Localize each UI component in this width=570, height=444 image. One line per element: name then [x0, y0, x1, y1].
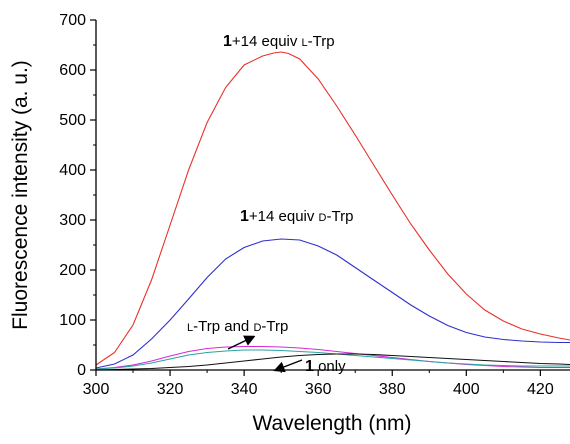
annotation-only-text: only — [314, 358, 346, 375]
annotation-blue-bold: 1 — [240, 208, 249, 225]
axis-ticks: 300 320 340 360 380 400 420 0 100 200 300 400 500 600… — [59, 12, 554, 398]
annotation-red-text: +14 equiv — [232, 33, 302, 50]
annotation-red-bold: 1 — [223, 33, 232, 50]
annotation-red-suffix: -Trp — [308, 33, 335, 50]
annotation-pair: L-Trp and D-Trp — [187, 318, 288, 335]
arrow-pair-pointer — [227, 335, 256, 350]
x-tick-label: 400 — [453, 381, 480, 398]
annotation-blue: 1+14 equiv D-Trp — [240, 208, 353, 225]
x-tick-label: 340 — [231, 381, 258, 398]
annotation-pair-sc2: D — [253, 322, 261, 334]
annotation-red-sc: L — [302, 37, 308, 49]
x-axis-title: Wavelength (nm) — [252, 412, 411, 435]
series-line-3 — [95, 345, 570, 370]
series-line-2 — [95, 238, 570, 369]
y-tick-label: 500 — [59, 112, 86, 129]
annotation-blue-text: +14 equiv — [249, 208, 319, 225]
series-line-1 — [95, 51, 570, 366]
y-tick-label: 0 — [77, 362, 86, 379]
y-axis-title: Fluorescence intensity (a. u.) — [9, 60, 32, 330]
annotation-pair-end: -Trp — [261, 318, 288, 335]
annotation-red: 1+14 equiv L-Trp — [223, 33, 335, 50]
y-tick-label: 600 — [59, 62, 86, 79]
x-tick-label: 320 — [157, 381, 184, 398]
x-tick-label: 380 — [379, 381, 406, 398]
annotation-pair-sc1: L — [187, 322, 193, 334]
x-tick-label: 360 — [305, 381, 332, 398]
annotation-blue-suffix: -Trp — [327, 208, 354, 225]
y-tick-label: 300 — [59, 212, 86, 229]
arrow-only-pointer — [273, 359, 303, 373]
annotation-pair-mid: -Trp and — [193, 318, 253, 335]
plot-frame — [95, 20, 570, 371]
annotation-only-bold: 1 — [305, 358, 314, 375]
annotation-blue-sc: D — [319, 212, 327, 224]
y-tick-label: 700 — [59, 12, 86, 29]
annotation-only: 1 only — [305, 358, 346, 375]
y-tick-label: 200 — [59, 262, 86, 279]
series-line-5 — [95, 353, 570, 371]
x-tick-label: 300 — [83, 381, 110, 398]
y-tick-label: 100 — [59, 312, 86, 329]
x-tick-label: 420 — [527, 381, 554, 398]
series-group — [95, 51, 570, 371]
y-tick-label: 400 — [59, 162, 86, 179]
